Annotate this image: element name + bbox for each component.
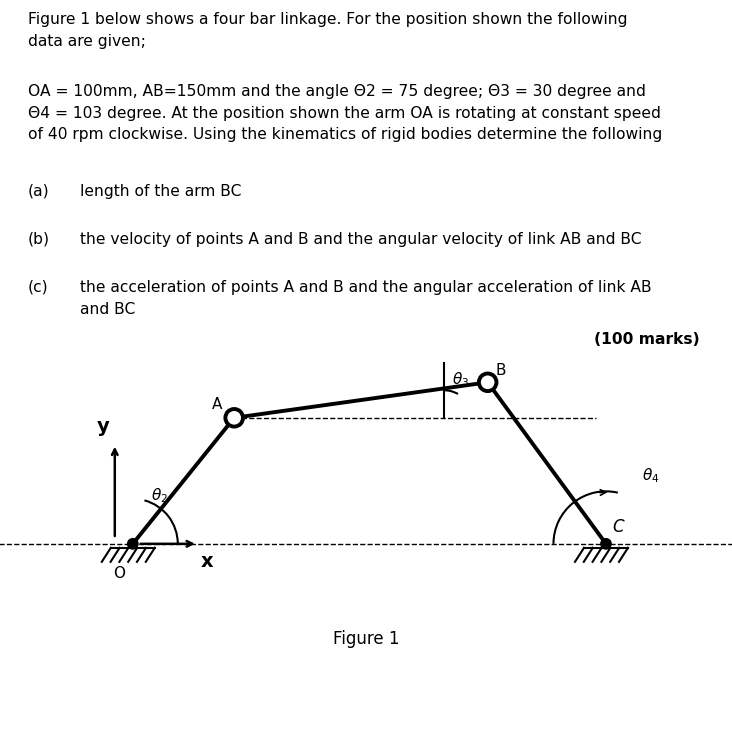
Text: Figure 1 below shows a four bar linkage. For the position shown the following
da: Figure 1 below shows a four bar linkage.… [28, 12, 627, 49]
Text: OA = 100mm, AB=150mm and the angle Θ2 = 75 degree; Θ3 = 30 degree and
Θ4 = 103 d: OA = 100mm, AB=150mm and the angle Θ2 = … [28, 84, 662, 142]
Text: $\theta_3$: $\theta_3$ [452, 370, 469, 389]
Text: B: B [496, 364, 507, 378]
Text: (a): (a) [28, 184, 50, 199]
Circle shape [128, 539, 138, 549]
Text: the acceleration of points A and B and the angular acceleration of link AB
and B: the acceleration of points A and B and t… [80, 280, 651, 317]
Text: A: A [212, 397, 223, 412]
Circle shape [479, 374, 496, 391]
Text: (c): (c) [28, 280, 48, 295]
Circle shape [601, 539, 610, 549]
Text: C: C [612, 518, 624, 536]
Text: Figure 1: Figure 1 [333, 630, 399, 648]
Text: O: O [113, 566, 124, 581]
Text: $\theta_2$: $\theta_2$ [151, 486, 168, 505]
Text: y: y [97, 417, 109, 436]
Text: length of the arm BC: length of the arm BC [80, 184, 242, 199]
Circle shape [225, 409, 243, 426]
Text: the velocity of points A and B and the angular velocity of link AB and BC: the velocity of points A and B and the a… [80, 232, 642, 247]
Text: $\theta_4$: $\theta_4$ [642, 466, 660, 485]
Text: (b): (b) [28, 232, 50, 247]
Text: x: x [201, 552, 214, 571]
Text: (100 marks): (100 marks) [594, 332, 700, 347]
